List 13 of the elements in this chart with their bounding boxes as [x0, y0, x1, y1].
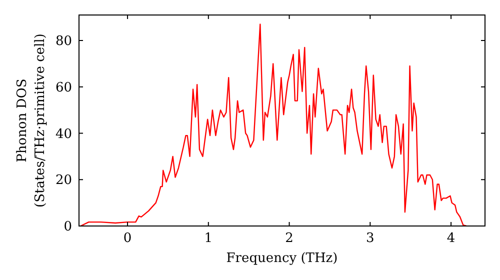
x-tick-label: 4 [446, 231, 456, 246]
x-tick-label: 2 [285, 231, 294, 246]
y-axis-title: Phonon DOS (States/THz·primitive cell) [15, 33, 48, 208]
y-tick-label: 0 [64, 220, 72, 234]
y-tick-label: 80 [55, 34, 72, 50]
x-axis-title: Frequency (THz) [226, 251, 338, 266]
x-tick-label: 0 [123, 231, 132, 246]
y-tick-label: 40 [55, 126, 72, 142]
line-series [80, 24, 467, 226]
y-tick-label: 60 [55, 80, 72, 96]
x-tick-label: 3 [366, 231, 374, 246]
x-tick-label: 1 [204, 231, 213, 246]
y-tick-label: 20 [55, 173, 72, 188]
